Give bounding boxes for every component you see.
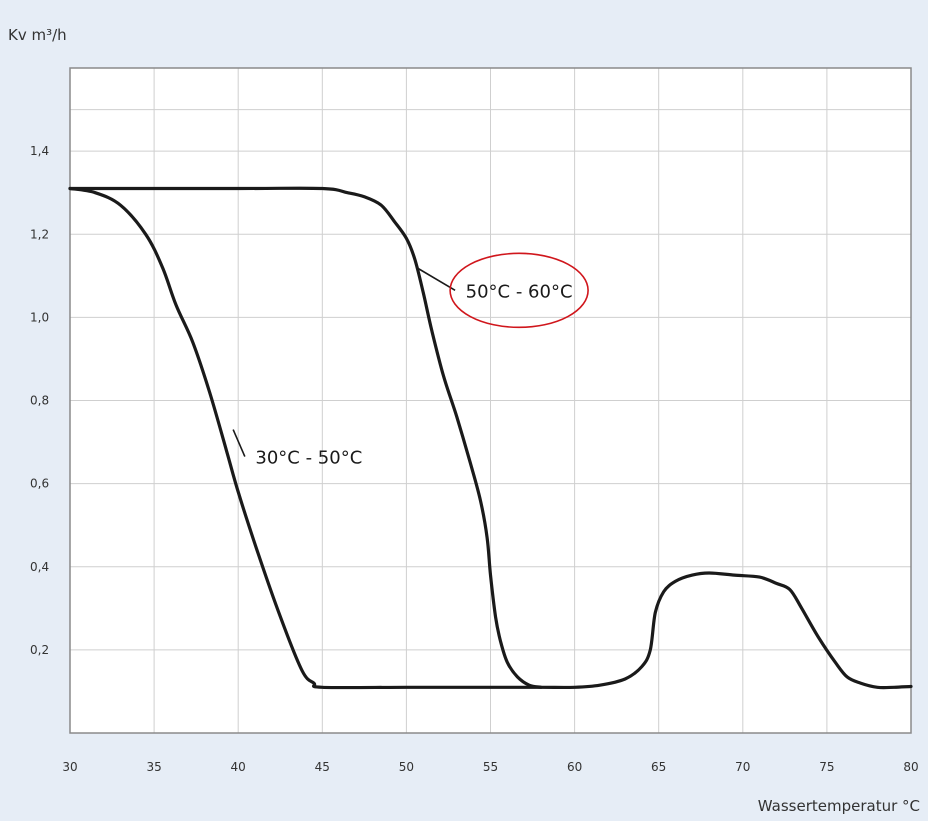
x-tick-label-60: 60 [567, 760, 582, 774]
plot-frame [69, 67, 912, 734]
x-tick-label-65: 65 [651, 760, 666, 774]
x-tick-label-50: 50 [399, 760, 414, 774]
annotation-label-2: 30°C - 50°C [255, 448, 362, 469]
x-tick-label-35: 35 [146, 760, 161, 774]
series-layer [68, 186, 913, 690]
tick-labels: 30 35 40 45 50 55 60 65 70 75 80 0,2 0,4 0,6 0,8 1,0 1,2… [30, 144, 919, 774]
x-tick-label-75: 75 [819, 760, 834, 774]
x-tick-label-55: 55 [483, 760, 498, 774]
y-tick-label-0-4: 0,4 [30, 560, 49, 574]
y-tick-label-0-6: 0,6 [30, 477, 49, 491]
y-tick-label-1: 1,0 [30, 310, 49, 324]
x-axis-label: Wassertemperatur °C [758, 797, 920, 815]
series-line-1 [68, 186, 913, 690]
x-tick-label-40: 40 [231, 760, 246, 774]
x-tick-label-70: 70 [735, 760, 750, 774]
series-line-2 [68, 186, 543, 689]
annotation-layer: 50°C - 60°C 30°C - 50°C [232, 252, 589, 469]
x-tick-label-80: 80 [903, 760, 918, 774]
x-tick-label-30: 30 [62, 760, 77, 774]
y-axis-label: Kv m³/h [8, 26, 67, 44]
annotation-leader-2 [232, 429, 246, 457]
annotation-leader-1 [416, 266, 456, 292]
annotation-highlight-ellipse [449, 252, 589, 329]
y-tick-label-1-2: 1,2 [30, 227, 49, 241]
y-tick-label-0-2: 0,2 [30, 643, 49, 657]
x-tick-label-45: 45 [315, 760, 330, 774]
y-tick-label-0-8: 0,8 [30, 394, 49, 408]
y-tick-label-1-4: 1,4 [30, 144, 49, 158]
annotation-label-1: 50°C - 60°C [466, 281, 573, 302]
